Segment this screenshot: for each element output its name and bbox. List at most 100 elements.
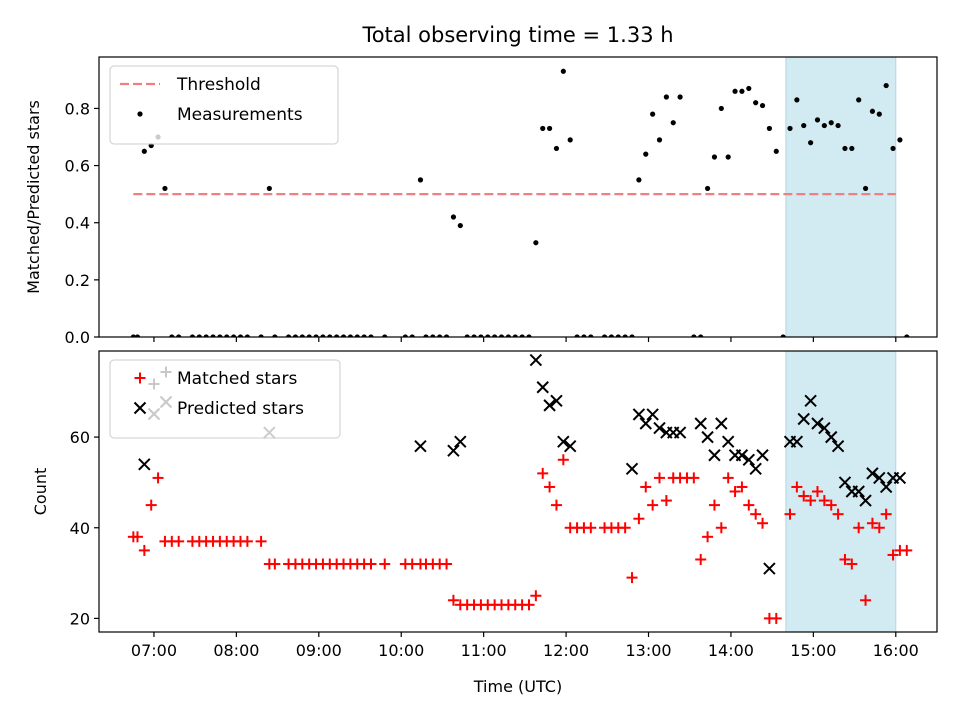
y-tick-label: 0.2 xyxy=(65,271,90,290)
measurement-point xyxy=(492,334,498,337)
predicted-star-point xyxy=(756,449,769,462)
measurement-point xyxy=(869,108,876,114)
legend-label: Measurements xyxy=(177,105,303,125)
predicted-star-point xyxy=(811,417,824,430)
measurement-point xyxy=(162,185,168,192)
matched-star-point xyxy=(702,531,714,543)
x-tick-label: 09:00 xyxy=(296,641,342,660)
measurement-point xyxy=(134,334,141,337)
y-axis-label: Matched/Predicted stars xyxy=(24,100,43,294)
measurement-point xyxy=(725,154,731,160)
matched-star-point xyxy=(653,472,665,484)
measurement-point xyxy=(464,334,470,337)
predicted-star-point-b xyxy=(414,439,427,453)
measurement-point xyxy=(423,334,429,337)
measurement-point xyxy=(231,334,237,337)
measurement-point xyxy=(849,145,855,152)
x-axis-label: Time (UTC) xyxy=(473,677,562,696)
predicted-star-point-b xyxy=(632,408,646,421)
predicted-star-point-b xyxy=(563,439,577,453)
predicted-star-point xyxy=(646,408,659,421)
measurement-point xyxy=(478,334,484,337)
predicted-star-point-b xyxy=(804,394,817,408)
matched-star-point xyxy=(550,499,562,511)
measurement-point xyxy=(773,148,779,154)
series-plus xyxy=(127,454,913,624)
predicted-star-point-b xyxy=(550,394,563,408)
matched-star-point xyxy=(441,558,453,570)
predicted-star-point-b xyxy=(529,353,543,367)
measurement-point xyxy=(430,334,436,337)
measurement-point xyxy=(608,334,615,337)
measurement-point xyxy=(656,137,663,143)
matched-star-point xyxy=(134,372,146,384)
measurement-point xyxy=(409,334,415,337)
legend-label: Matched stars xyxy=(177,369,297,389)
measurement-point xyxy=(835,122,841,129)
measurement-point xyxy=(574,334,580,337)
matched-star-point xyxy=(743,499,755,511)
measurement-point xyxy=(691,334,697,337)
matched-star-point xyxy=(805,495,817,507)
predicted-star-point-b xyxy=(447,444,460,457)
legend: Matched stars Predicted stars xyxy=(109,359,341,439)
predicted-star-point-b xyxy=(742,453,756,466)
measurement-point xyxy=(746,85,752,92)
matched-star-point xyxy=(832,508,844,520)
highlight-span xyxy=(785,56,897,338)
predicted-star-point xyxy=(159,395,173,409)
matched-star-point xyxy=(523,599,535,611)
measurement-point xyxy=(533,240,539,246)
matched-star-point xyxy=(138,544,150,556)
measurement-point xyxy=(189,334,196,337)
measurement-point xyxy=(402,334,408,337)
measurement-point xyxy=(828,120,834,126)
predicted-star-point-b xyxy=(646,408,659,421)
measurement-point xyxy=(210,334,216,337)
matched-star-point xyxy=(866,517,878,529)
measurement-point xyxy=(137,111,143,117)
predicted-star-point-b xyxy=(735,449,749,462)
predicted-star-point xyxy=(447,444,460,457)
predicted-star-point-b xyxy=(536,381,549,394)
measurement-point xyxy=(382,334,388,337)
matched-star-point xyxy=(148,378,160,390)
measurement-point xyxy=(498,334,505,337)
measurement-point xyxy=(450,214,457,220)
measurement-point xyxy=(485,334,491,337)
predicted-star-point xyxy=(721,435,735,448)
matched-star-point xyxy=(750,508,762,520)
measurement-point xyxy=(670,120,676,126)
predicted-star-point xyxy=(414,439,427,453)
measurement-point xyxy=(794,97,800,103)
legend-label: Threshold xyxy=(176,75,261,95)
predicted-star-point-b xyxy=(701,430,714,444)
measurement-point xyxy=(704,185,711,192)
matched-star-point xyxy=(722,472,734,484)
series-dot xyxy=(130,68,910,337)
matched-star-point xyxy=(798,490,810,502)
matched-star-point xyxy=(447,594,459,606)
measurement-point xyxy=(354,334,360,337)
matched-star-point xyxy=(633,513,645,525)
predicted-star-point xyxy=(893,471,907,485)
predicted-star-point-b xyxy=(694,417,707,430)
predicted-star-point xyxy=(694,417,707,430)
predicted-star-point xyxy=(790,435,804,448)
measurement-point xyxy=(601,334,608,337)
measurement-point xyxy=(320,334,326,337)
measurement-point xyxy=(560,68,566,74)
matched-star-point xyxy=(557,454,569,466)
measurement-point xyxy=(526,334,532,337)
predicted-star-point-b xyxy=(133,401,147,415)
predicted-star-point xyxy=(133,401,147,415)
measurement-point xyxy=(883,82,889,89)
matched-star-point xyxy=(640,481,652,493)
y-tick-label: 0.6 xyxy=(65,157,90,176)
measurement-point xyxy=(876,111,882,117)
measurement-point xyxy=(739,88,745,94)
measurement-point xyxy=(471,334,477,337)
predicted-star-point-b xyxy=(790,435,804,448)
measurement-point xyxy=(581,334,587,337)
predicted-star-point xyxy=(831,439,845,453)
